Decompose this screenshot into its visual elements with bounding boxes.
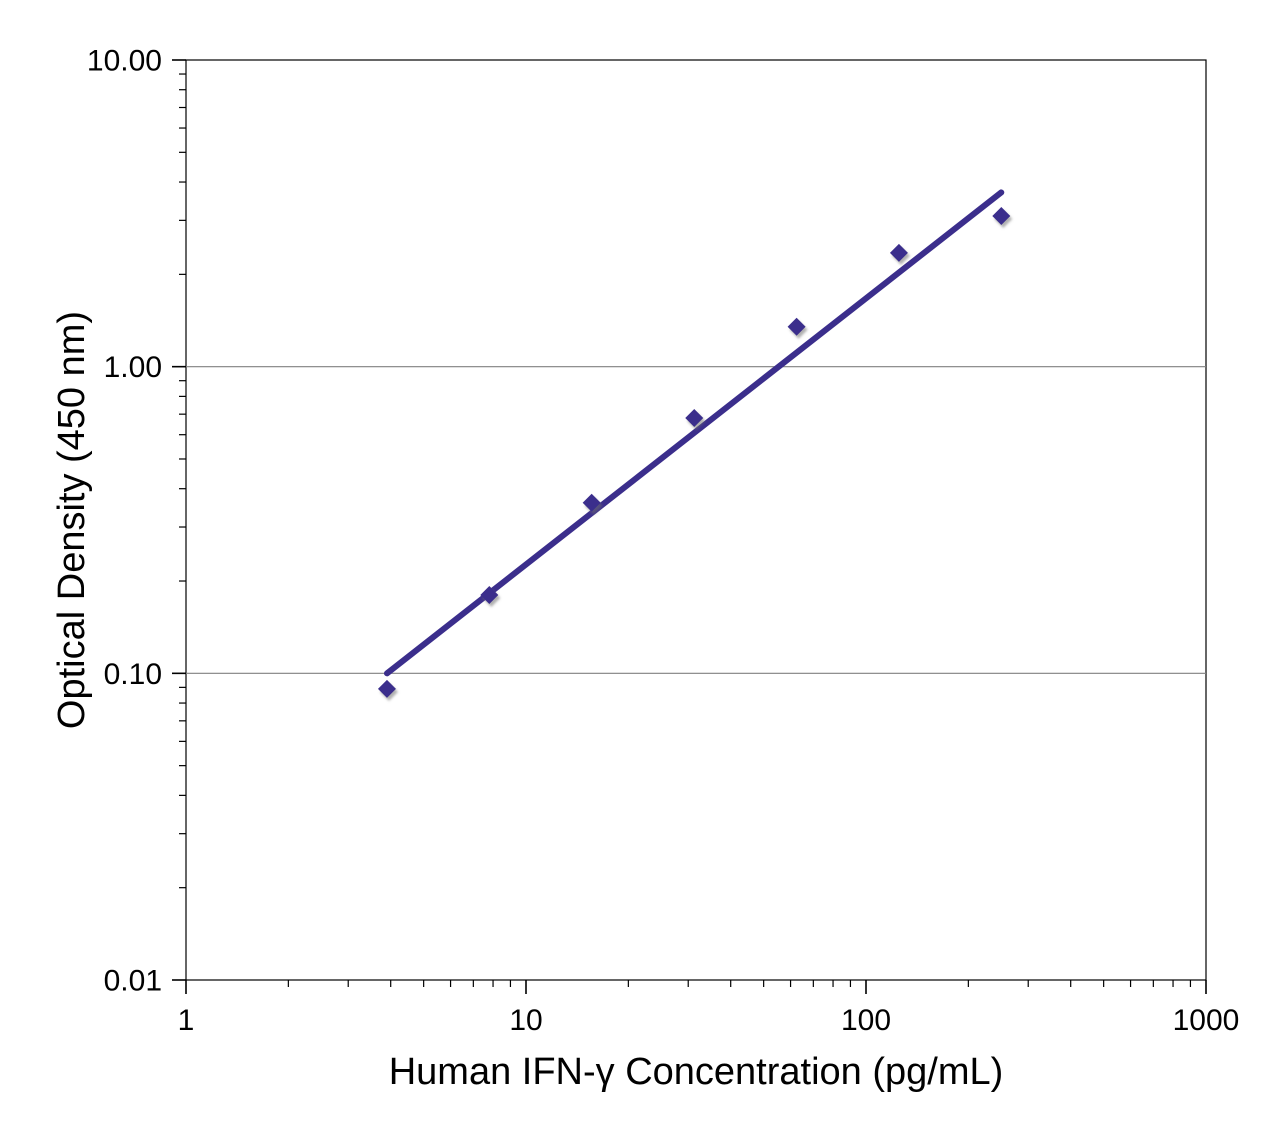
x-axis-label: Human IFN-γ Concentration (pg/mL)	[389, 1051, 1004, 1093]
x-tick-label: 1	[178, 1004, 195, 1037]
y-tick-label: 10.00	[87, 45, 162, 78]
loglog-chart: 11010010000.010.101.0010.000.0890.180.36…	[0, 0, 1280, 1128]
y-tick-label: 0.01	[104, 965, 162, 998]
x-tick-label: 1000	[1173, 1004, 1240, 1037]
chart-stage: 11010010000.010.101.0010.000.0890.180.36…	[0, 0, 1280, 1128]
y-tick-label: 0.10	[104, 658, 162, 691]
x-tick-label: 100	[841, 1004, 891, 1037]
x-tick-label: 10	[509, 1004, 542, 1037]
y-tick-label: 1.00	[104, 351, 162, 384]
chart-background	[0, 0, 1280, 1128]
y-axis-label: Optical Density (450 nm)	[51, 311, 93, 729]
